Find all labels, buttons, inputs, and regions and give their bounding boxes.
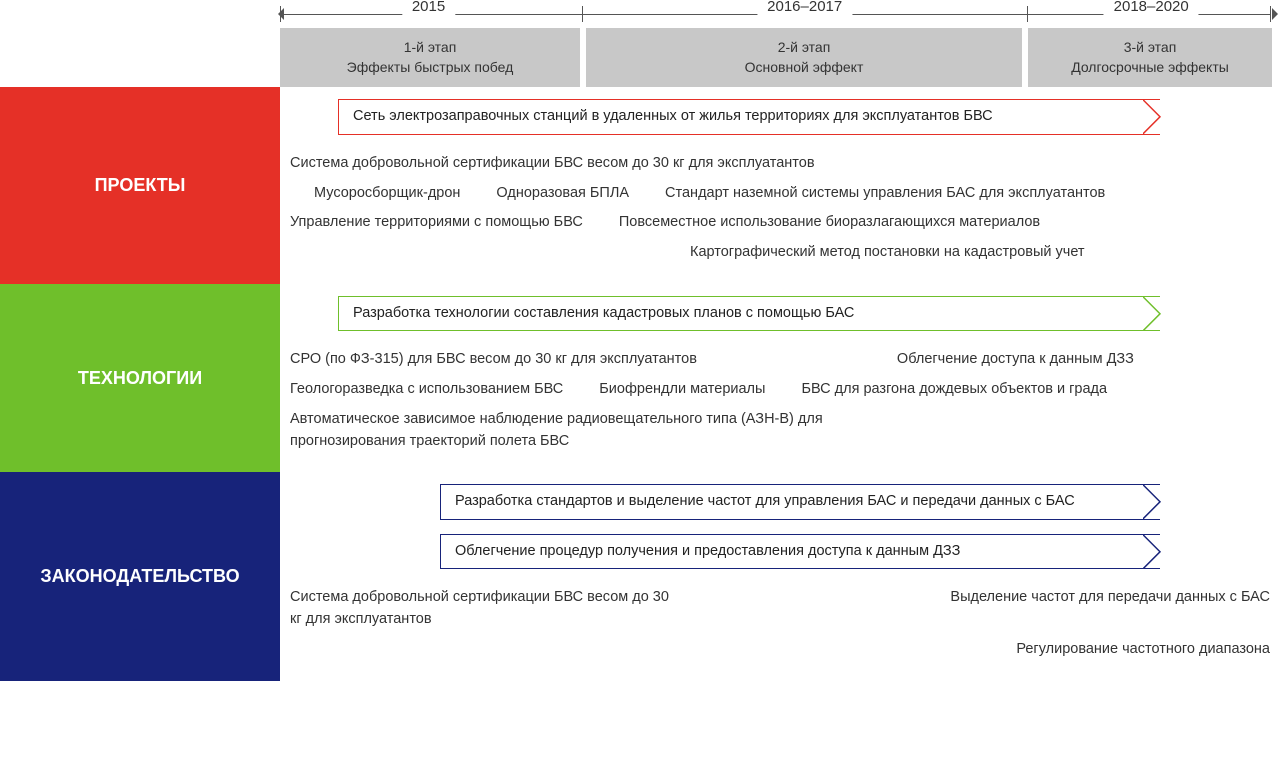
timeline-year: 2015	[402, 0, 455, 15]
arrow-banner: Сеть электрозаправочных станций в удален…	[338, 99, 1160, 135]
text-item: Стандарт наземной системы управления БАС…	[665, 183, 1105, 205]
text-item: Одноразовая БПЛА	[496, 183, 629, 205]
text-item: Система добровольной сертификации БВС ве…	[290, 587, 670, 631]
category-title: ПРОЕКТЫ	[95, 175, 186, 196]
arrow-text: Разработка технологии составления кадаст…	[338, 296, 1160, 332]
section-tech: ТЕХНОЛОГИИ Разработка технологии составл…	[0, 284, 1280, 473]
arrow-text: Разработка стандартов и выделение частот…	[440, 484, 1160, 520]
text-row: Автоматическое зависимое наблюдение ради…	[290, 405, 1270, 457]
category-projects: ПРОЕКТЫ	[0, 87, 280, 284]
arrow-tip-icon	[1143, 99, 1161, 135]
category-title: ТЕХНОЛОГИИ	[78, 368, 202, 389]
text-row: Мусоросборщик-дрон Одноразовая БПЛА Станда…	[290, 179, 1270, 209]
timeline-tick	[1027, 6, 1028, 22]
text-item: Выделение частот для передачи данных с Б…	[950, 587, 1270, 631]
arrow-tip-icon	[1143, 296, 1161, 332]
text-item: СРО (по ФЗ-315) для БВС весом до 30 кг д…	[290, 349, 697, 371]
arrow-text: Облегчение процедур получения и предоста…	[440, 534, 1160, 570]
phase-box: 2-й этапОсновной эффект	[586, 28, 1022, 87]
timeline-year: 2016–2017	[757, 0, 852, 15]
section-law: ЗАКОНОДАТЕЛЬСТВО Разработка стандартов и…	[0, 472, 1280, 680]
text-row: Регулирование частотного диапазона	[290, 635, 1270, 665]
text-item: Автоматическое зависимое наблюдение ради…	[290, 409, 910, 453]
timeline-header: 2015 2016–2017 2018–2020	[280, 0, 1270, 28]
text-row: Система добровольной сертификации БВС ве…	[290, 583, 1270, 635]
phase-box: 3-й этапДолгосрочные эффекты	[1028, 28, 1272, 87]
timeline-tick	[1270, 6, 1271, 22]
phase-line2: Основной эффект	[594, 58, 1014, 78]
arrow-text: Сеть электрозаправочных станций в удален…	[338, 99, 1160, 135]
phase-row: 1-й этапЭффекты быстрых побед2-й этапОсн…	[280, 28, 1270, 87]
category-title: ЗАКОНОДАТЕЛЬСТВО	[40, 566, 239, 587]
phase-line1: 3-й этап	[1036, 38, 1264, 58]
text-item: Мусоросборщик-дрон	[314, 183, 460, 205]
content-law: Разработка стандартов и выделение частот…	[280, 472, 1280, 680]
category-law: ЗАКОНОДАТЕЛЬСТВО	[0, 472, 280, 680]
text-row: СРО (по ФЗ-315) для БВС весом до 30 кг д…	[290, 345, 1270, 375]
text-item: Регулирование частотного диапазона	[1016, 639, 1270, 661]
section-projects: ПРОЕКТЫ Сеть электрозаправочных станций …	[0, 87, 1280, 284]
arrow-banner: Разработка технологии составления кадаст…	[338, 296, 1160, 332]
timeline-tick	[582, 6, 583, 22]
text-item: Управление территориями с помощью БВС	[290, 212, 583, 234]
timeline-year: 2018–2020	[1104, 0, 1199, 15]
category-tech: ТЕХНОЛОГИИ	[0, 284, 280, 473]
phase-line2: Эффекты быстрых побед	[288, 58, 572, 78]
arrow-banner: Разработка стандартов и выделение частот…	[440, 484, 1160, 520]
content-projects: Сеть электрозаправочных станций в удален…	[280, 87, 1280, 284]
text-row: Картографический метод постановки на кад…	[290, 238, 1270, 268]
text-item: БВС для разгона дождевых объектов и град…	[801, 379, 1107, 401]
phase-line1: 1-й этап	[288, 38, 572, 58]
roadmap-diagram: 2015 2016–2017 2018–2020 1-й этапЭффекты б…	[0, 0, 1280, 681]
text-item: Облегчение доступа к данным ДЗЗ	[897, 349, 1134, 371]
text-item: Геологоразведка с использованием БВС	[290, 379, 563, 401]
text-row: Система добровольной сертификации БВС ве…	[290, 149, 1270, 179]
text-row: Управление территориями с помощью БВС Пов…	[290, 208, 1270, 238]
text-item: Повсеместное использование биоразлагающи…	[619, 212, 1040, 234]
arrow-tip-icon	[1143, 484, 1161, 520]
phase-line2: Долгосрочные эффекты	[1036, 58, 1264, 78]
phase-box: 1-й этапЭффекты быстрых побед	[280, 28, 580, 87]
arrow-banner: Облегчение процедур получения и предоста…	[440, 534, 1160, 570]
phase-line1: 2-й этап	[594, 38, 1014, 58]
text-item: Система добровольной сертификации БВС ве…	[290, 153, 815, 175]
text-item: Картографический метод постановки на кад…	[690, 242, 1085, 264]
text-row: Геологоразведка с использованием БВС Биоф…	[290, 375, 1270, 405]
timeline-tick	[280, 6, 281, 22]
arrow-tip-icon	[1143, 534, 1161, 570]
text-item: Биофрендли материалы	[599, 379, 765, 401]
content-tech: Разработка технологии составления кадаст…	[280, 284, 1280, 473]
